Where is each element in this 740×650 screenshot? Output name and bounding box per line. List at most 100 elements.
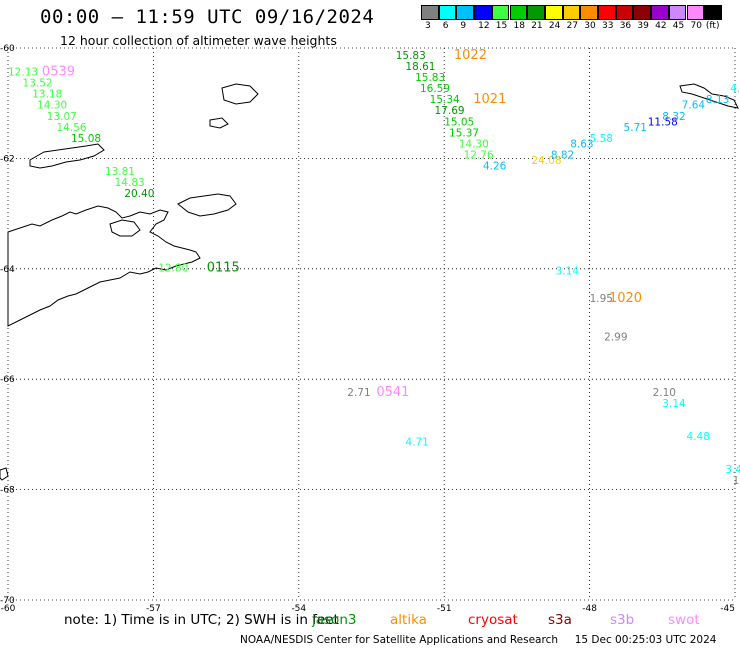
wave-height-label: 12.13 bbox=[8, 67, 38, 79]
wave-height-observations: 12.1313.5213.1814.3013.0714.5615.0813.81… bbox=[8, 50, 740, 487]
wave-height-label: 7.64 bbox=[682, 100, 706, 112]
color-legend-label: 6 bbox=[442, 21, 449, 31]
wave-height-label: 18.61 bbox=[405, 61, 435, 73]
wave-height-label: 11.58 bbox=[648, 116, 678, 128]
peninsula-coastline bbox=[7, 205, 201, 327]
lon-tick-label: -57 bbox=[146, 604, 161, 614]
track-time-label: 0539 bbox=[42, 65, 75, 80]
wave-height-label: 4. bbox=[730, 83, 740, 95]
satellite-legend-item: s3a bbox=[548, 612, 572, 628]
wave-height-label: 15.08 bbox=[71, 133, 101, 145]
color-legend-label: 18 bbox=[513, 21, 525, 31]
wave-height-label: 4.71 bbox=[405, 436, 428, 448]
color-legend-label: 3 bbox=[425, 21, 431, 31]
satellite-legend-item: cryosat bbox=[468, 612, 518, 628]
lon-tick-label: -54 bbox=[291, 604, 306, 614]
wave-height-label: 20.40 bbox=[124, 188, 154, 200]
color-legend-swatch bbox=[633, 5, 652, 20]
map-title: 00:00 – 11:59 UTC 09/16/2024 bbox=[40, 6, 375, 28]
wave-height-label: 1 bbox=[733, 475, 740, 487]
color-legend-swatch bbox=[580, 5, 598, 20]
wave-height-label: 15.05 bbox=[444, 116, 474, 128]
lon-tick-label: -60 bbox=[1, 604, 16, 614]
color-legend-swatch bbox=[421, 5, 439, 20]
color-legend-swatch bbox=[686, 5, 705, 20]
color-legend-swatch bbox=[598, 5, 616, 20]
wave-height-label: 3.14 bbox=[556, 265, 580, 277]
color-legend-label: 30 bbox=[584, 21, 596, 31]
color-legend-swatch bbox=[527, 5, 545, 20]
color-legend-label: 24 bbox=[548, 21, 561, 31]
color-legend-swatch bbox=[615, 5, 634, 20]
wave-height-label: 3.4 bbox=[725, 464, 740, 476]
lat-tick-label: -60 bbox=[0, 44, 15, 54]
wave-height-label: 13.07 bbox=[47, 111, 77, 123]
wave-height-label: 15.83 bbox=[415, 72, 445, 84]
coastline bbox=[0, 83, 739, 481]
color-legend-label: 15 bbox=[495, 21, 508, 31]
color-legend-label: 45 bbox=[672, 21, 685, 31]
color-legend-label: 39 bbox=[637, 21, 649, 31]
satellite-legend-item: swot bbox=[668, 612, 700, 628]
lon-tick-label: -48 bbox=[582, 604, 597, 614]
color-legend-label: 70 bbox=[690, 21, 702, 31]
lon-tick-label: -45 bbox=[720, 604, 735, 614]
wave-height-label: 15.37 bbox=[449, 127, 479, 139]
wave-height-label: 4.26 bbox=[483, 160, 507, 172]
island-4 bbox=[209, 117, 229, 129]
color-legend-label: 33 bbox=[602, 21, 614, 31]
island-2 bbox=[177, 193, 237, 217]
map-subtitle: 12 hour collection of altimeter wave hei… bbox=[60, 33, 337, 48]
lat-tick-label: -66 bbox=[0, 375, 15, 385]
wave-height-label: 14.56 bbox=[56, 122, 86, 134]
color-legend-swatch bbox=[509, 5, 528, 20]
color-legend-label: 36 bbox=[619, 21, 632, 31]
wave-height-label: 17.69 bbox=[435, 105, 465, 117]
wave-height-label: 14.30 bbox=[37, 100, 67, 112]
color-legend-unit: (ft) bbox=[705, 21, 720, 31]
track-time-labels: 0539 1022 1021 0115 1020 0541 bbox=[42, 48, 642, 400]
track-time-label: 1021 bbox=[473, 92, 506, 107]
footnote: note: 1) Time is in UTC; 2) SWH is in fe… bbox=[64, 612, 339, 628]
color-legend-swatch bbox=[704, 5, 722, 20]
island-6 bbox=[679, 83, 739, 109]
color-legend-swatch bbox=[668, 5, 687, 20]
wave-height-label: 8.13 bbox=[706, 94, 729, 106]
island-3 bbox=[221, 83, 259, 105]
color-legend-swatch bbox=[562, 5, 581, 20]
color-legend-swatch bbox=[474, 5, 492, 20]
wave-height-label: 15.34 bbox=[430, 94, 460, 106]
generated-timestamp: 15 Dec 00:25:03 UTC 2024 bbox=[574, 634, 717, 646]
wave-height-label: 5.71 bbox=[624, 122, 647, 134]
satellite-legend-item: altika bbox=[390, 612, 427, 628]
wave-height-label: 2.99 bbox=[604, 332, 627, 344]
wave-height-label: 2.10 bbox=[653, 387, 676, 399]
wave-height-label: 4.48 bbox=[687, 431, 710, 443]
lat-tick-label: -70 bbox=[0, 596, 15, 606]
wave-height-label: 8.63 bbox=[570, 138, 593, 150]
color-legend-swatch bbox=[456, 5, 475, 20]
wave-height-label: 8.32 bbox=[662, 111, 685, 123]
wave-height-label: 16.59 bbox=[420, 83, 450, 95]
wave-height-label: 3.14 bbox=[662, 398, 686, 410]
color-legend-swatch bbox=[651, 5, 669, 20]
track-time-label: 0115 bbox=[207, 261, 240, 276]
island-7 bbox=[0, 467, 9, 481]
color-legend-label: 21 bbox=[531, 21, 543, 31]
color-legend-label: 42 bbox=[655, 21, 667, 31]
wave-height-label: 15.83 bbox=[396, 50, 426, 62]
wave-height-label: 12.76 bbox=[464, 149, 494, 161]
wave-height-label: 24.08 bbox=[531, 155, 561, 167]
lat-tick-label: -64 bbox=[0, 265, 15, 275]
track-time-label: 0541 bbox=[376, 385, 409, 400]
wave-height-label: 13.81 bbox=[105, 166, 135, 178]
wave-height-label: 8.82 bbox=[551, 149, 574, 161]
island-1 bbox=[29, 143, 105, 169]
wave-height-label: 5.58 bbox=[590, 133, 613, 145]
wave-height-label: 1.95 bbox=[590, 293, 613, 305]
credit-text: NOAA/NESDIS Center for Satellite Applica… bbox=[240, 634, 558, 646]
color-legend-label: 27 bbox=[566, 21, 579, 31]
wave-height-label: 12.80 bbox=[158, 263, 188, 275]
